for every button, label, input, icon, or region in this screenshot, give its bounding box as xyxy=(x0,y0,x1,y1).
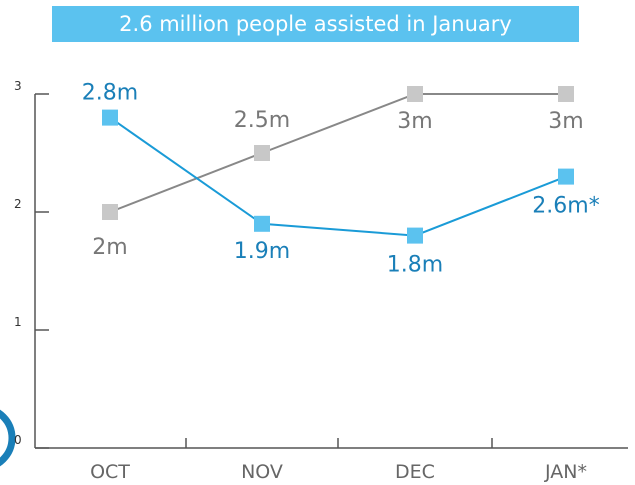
decorative-circle xyxy=(0,409,16,467)
y-tick-label: 3 xyxy=(14,79,22,93)
data-point xyxy=(558,86,574,102)
data-label: 2.5m xyxy=(234,108,290,133)
data-point xyxy=(407,86,423,102)
data-point xyxy=(558,168,574,185)
axes: 0 1 2 3 OCT NOV DEC JAN* xyxy=(14,79,628,483)
data-point xyxy=(407,227,423,244)
data-label: 2m xyxy=(92,235,127,260)
data-labels: 2m 2.5m 3m 3m 2.8m 1.9m 1.8m 2.6m* xyxy=(82,81,600,278)
y-tick-label: 1 xyxy=(14,315,22,329)
data-label: 2.6m* xyxy=(532,194,599,219)
x-category-label: NOV xyxy=(241,461,283,483)
data-point xyxy=(102,109,118,126)
x-category-label: OCT xyxy=(90,461,130,483)
series-line-0 xyxy=(109,93,566,213)
series-line-1 xyxy=(109,116,567,237)
x-category-label: DEC xyxy=(395,461,435,483)
data-label: 3m xyxy=(548,109,583,134)
data-point xyxy=(254,145,270,161)
data-point xyxy=(254,215,270,232)
data-point xyxy=(102,204,118,220)
data-label: 1.9m xyxy=(234,239,290,264)
data-label: 2.8m xyxy=(82,81,138,106)
y-tick-label: 0 xyxy=(14,433,22,447)
y-tick-label: 2 xyxy=(14,197,22,211)
chart-title: 2.6 million people assisted in January xyxy=(52,6,579,42)
x-category-label: JAN* xyxy=(544,461,587,483)
data-label: 3m xyxy=(397,109,432,134)
series-lines xyxy=(109,93,567,237)
series-markers xyxy=(102,86,574,244)
data-label: 1.8m xyxy=(387,253,443,278)
